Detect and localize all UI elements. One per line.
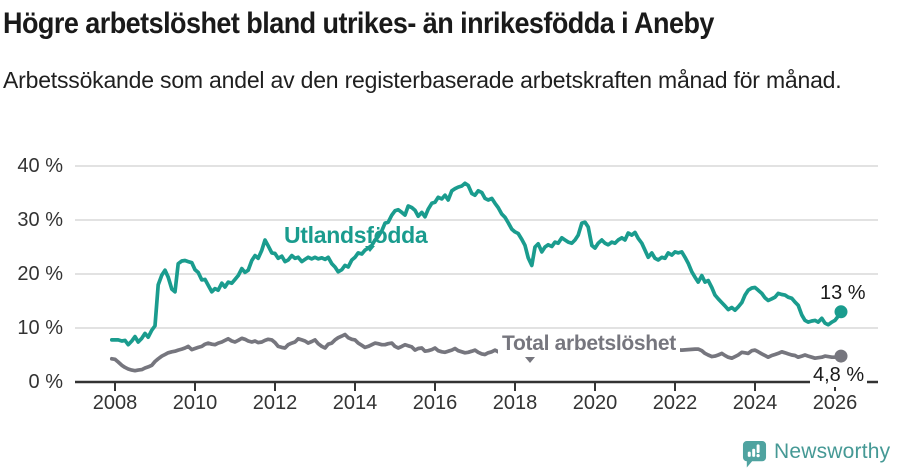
page-subtitle: Arbetssökande som andel av den registerb… xyxy=(3,67,842,93)
newsworthy-logo[interactable]: Newsworthy xyxy=(742,440,890,469)
page-title: Högre arbetslöshet bland utrikes- än inr… xyxy=(3,7,714,40)
newsworthy-logo-icon xyxy=(742,441,767,468)
newsworthy-logo-text: Newsworthy xyxy=(774,440,891,463)
line-utlandsf-dda xyxy=(109,181,843,347)
line-total-arbetsl-shet xyxy=(109,332,843,373)
end-dot xyxy=(834,305,848,319)
end-dot xyxy=(834,349,848,363)
